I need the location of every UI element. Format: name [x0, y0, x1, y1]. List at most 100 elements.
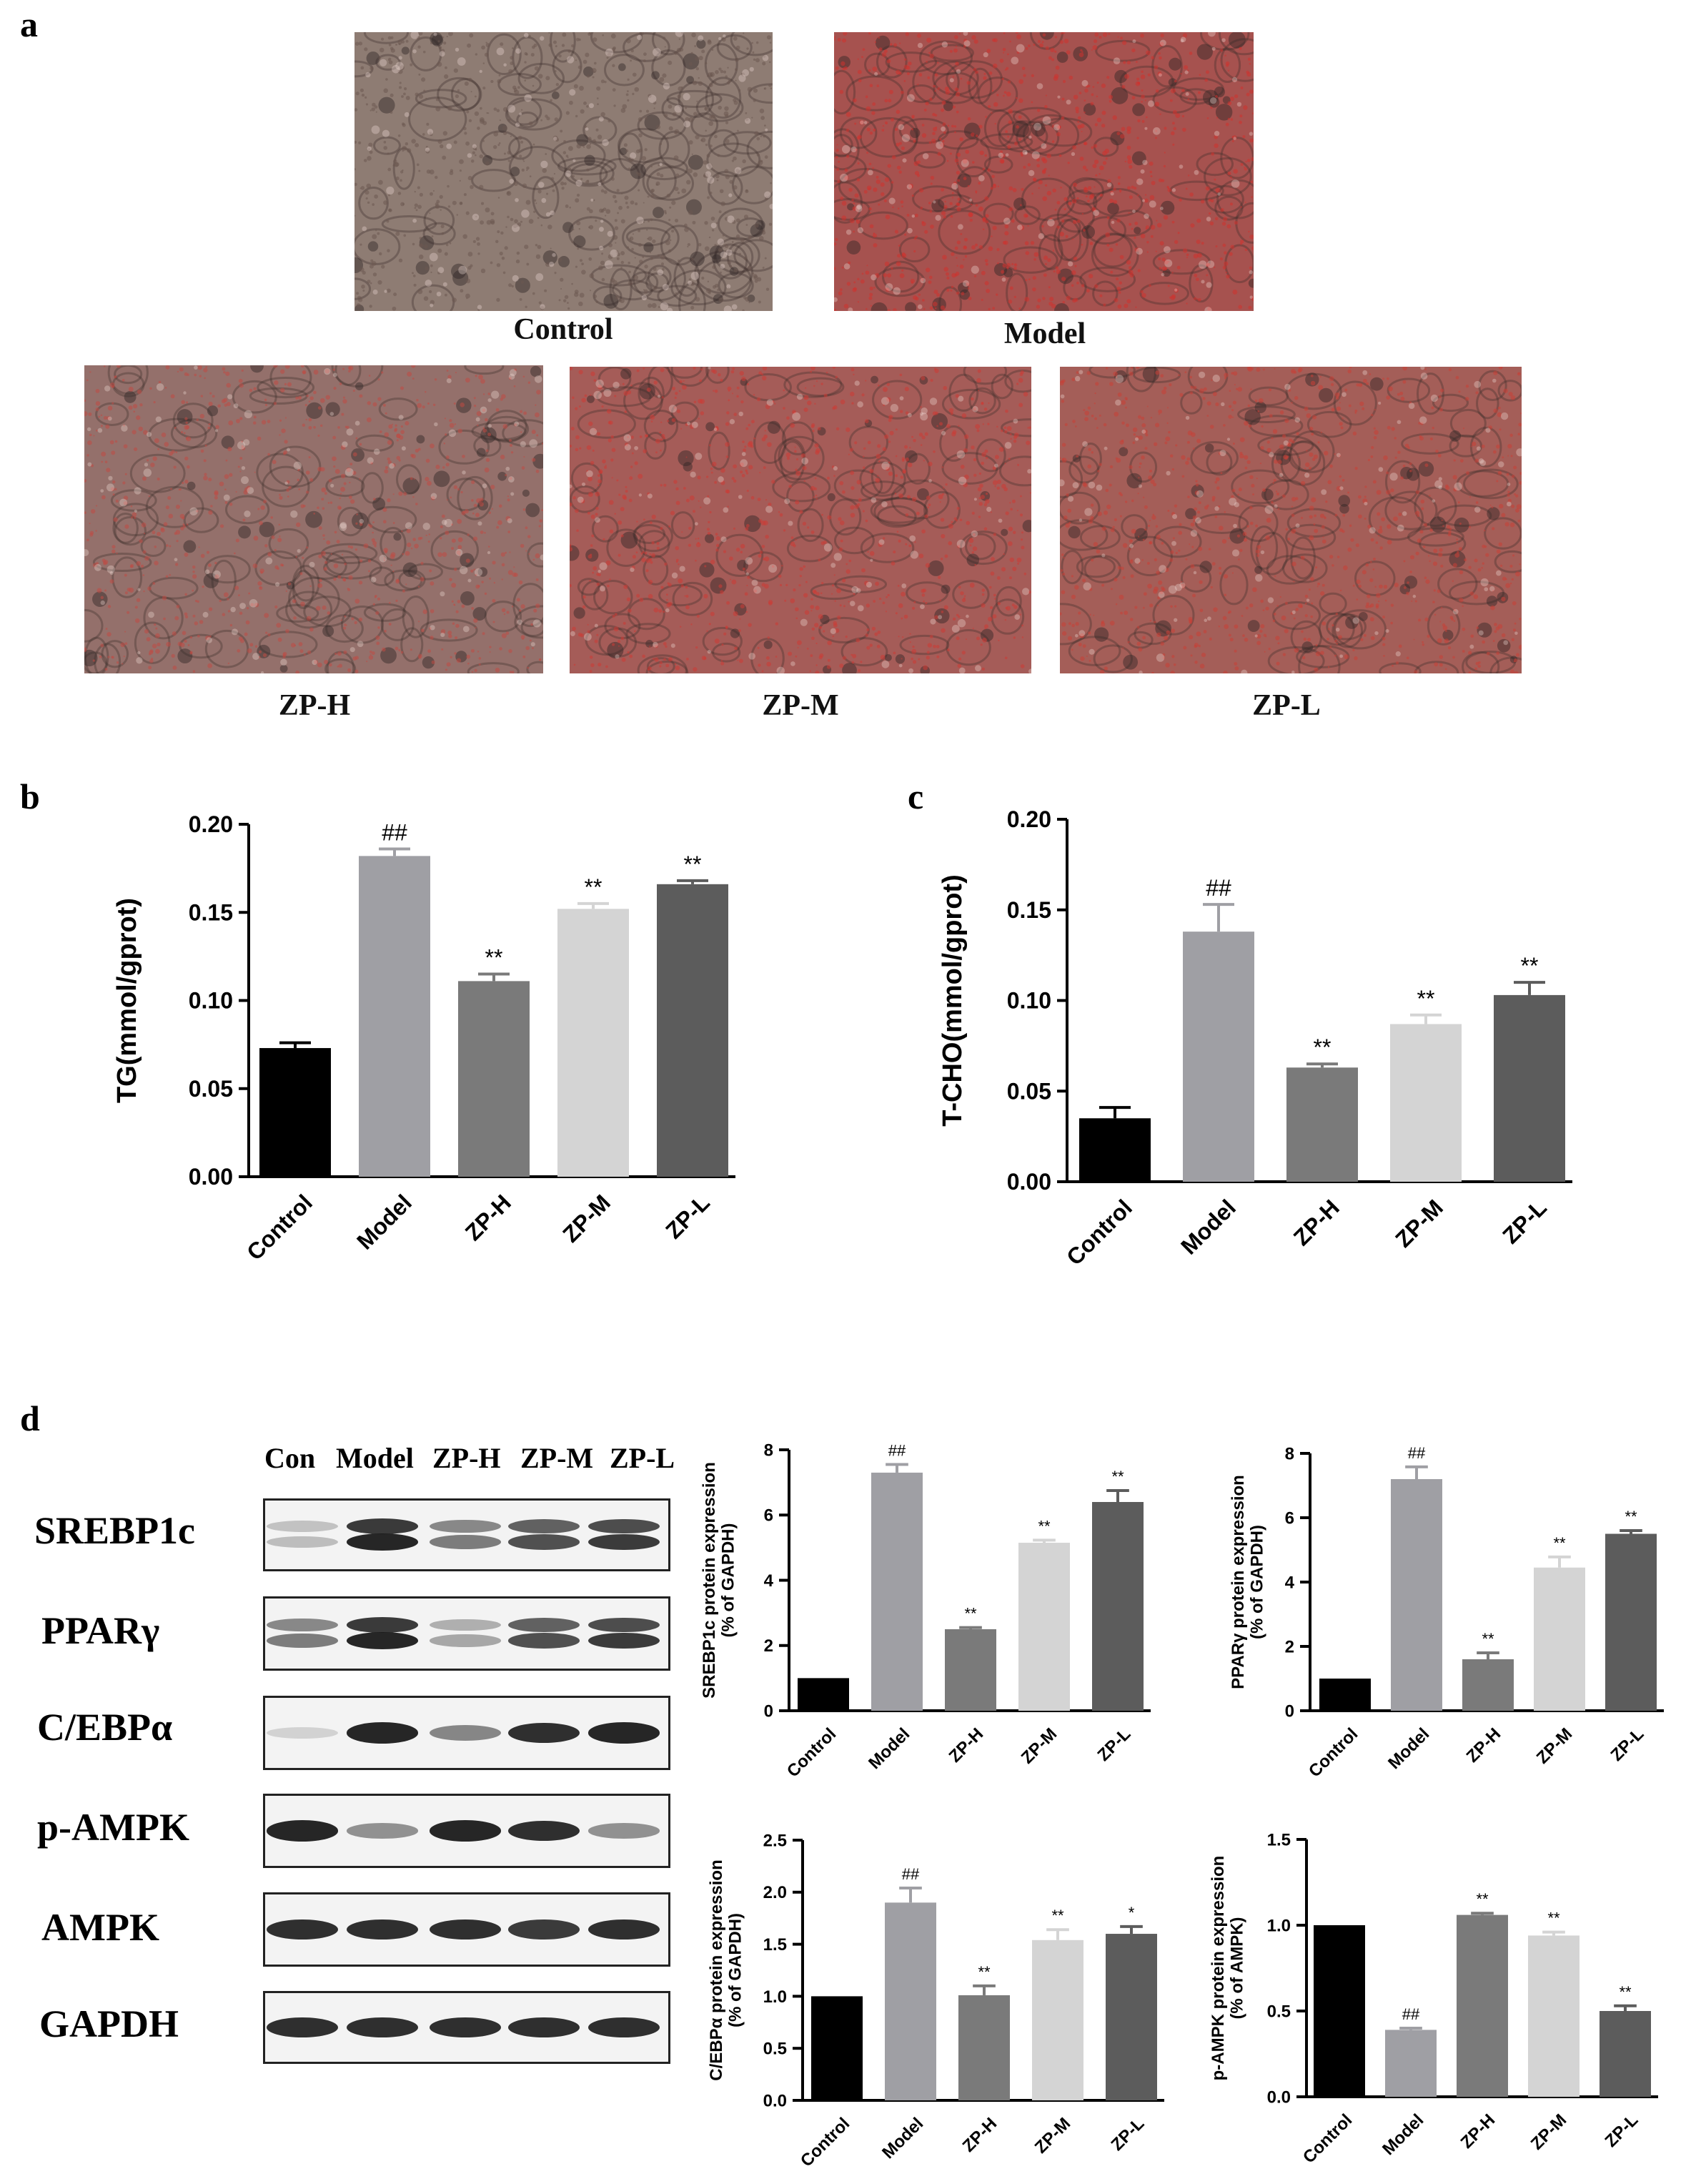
blot-band [347, 1617, 418, 1633]
blot-band [430, 1535, 501, 1549]
blot-strip-srebp1c [263, 1498, 670, 1571]
bar [1314, 1925, 1365, 2097]
y-tick-label: 0.00 [1007, 1169, 1051, 1195]
significance-label: ** [964, 1605, 977, 1623]
y-tick-label: 1.5 [1267, 1830, 1291, 1849]
blot-band [430, 1725, 501, 1741]
y-tick-label: 0.05 [1007, 1078, 1051, 1104]
x-tick-label: ZP-H [1457, 2110, 1499, 2153]
protein-label-ampk: AMPK [41, 1906, 159, 1949]
significance-label: ** [978, 1963, 991, 1981]
bar [1600, 2011, 1651, 2097]
y-tick-label: 2 [1285, 1637, 1294, 1656]
significance-label: ## [1402, 2005, 1420, 2023]
bar [359, 856, 430, 1177]
blot-band [508, 2017, 580, 2038]
bar [1534, 1567, 1585, 1711]
y-tick-label: 8 [1285, 1444, 1294, 1463]
y-tick-label: 0.10 [1007, 988, 1051, 1014]
significance-label: ** [585, 874, 602, 900]
blot-lane-label: ZP-M [520, 1442, 594, 1474]
panel-letter-b: b [20, 776, 40, 816]
blot-band [508, 1919, 580, 1940]
y-tick-label: 0.20 [1007, 806, 1051, 832]
y-axis-label: p-AMPK protein expression [1209, 1856, 1228, 2081]
blot-band [267, 1521, 338, 1532]
protein-label-gapdh: GAPDH [39, 2002, 179, 2045]
blot-band [267, 1820, 338, 1842]
bar [1286, 1067, 1358, 1182]
blot-strip-ppar-gamma [263, 1596, 670, 1671]
bar [1106, 1934, 1157, 2100]
y-tick-label: 0.5 [1267, 2002, 1291, 2021]
significance-label: ** [1521, 953, 1539, 979]
y-tick-label: 0.15 [1007, 897, 1051, 923]
blot-band [508, 1722, 580, 1744]
blot-strip-cebp-alpha [263, 1696, 670, 1770]
bar [885, 1902, 936, 2100]
significance-label: ** [1547, 1909, 1560, 1927]
significance-label: ** [684, 851, 702, 877]
x-tick-label: Model [1379, 2110, 1427, 2159]
y-axis-label: C/EBPα protein expression [707, 1859, 726, 2081]
y-axis-label: (% of GAPDH) [718, 1523, 738, 1638]
blot-band [347, 1722, 418, 1744]
micrograph-control [354, 32, 773, 311]
bar [1391, 1479, 1442, 1711]
y-tick-label: 2 [764, 1636, 773, 1656]
blot-band [267, 1536, 338, 1548]
micrograph-model [834, 32, 1254, 311]
y-tick-label: 2.5 [763, 1831, 787, 1850]
significance-label: ** [1619, 1983, 1632, 2001]
micrograph-zp-l [1060, 367, 1522, 673]
blot-lane-label: Model [336, 1442, 414, 1474]
bar [259, 1048, 331, 1177]
blot-band [588, 1919, 660, 1940]
blot-strip-ampk [263, 1892, 670, 1967]
y-axis-label: (% of GAPDH) [1247, 1525, 1266, 1639]
blot-band [430, 1634, 501, 1647]
blot-band [588, 1722, 660, 1744]
bar [1319, 1679, 1371, 1711]
significance-label: ## [1206, 875, 1231, 901]
blot-band [267, 1919, 338, 1940]
significance-label: * [1129, 1904, 1135, 1922]
bar [958, 1995, 1010, 2100]
blot-band [267, 1618, 338, 1632]
bar [1385, 2030, 1437, 2097]
y-tick-label: 4 [764, 1571, 774, 1591]
protein-label-p-ampk: p-AMPK [37, 1806, 189, 1849]
blot-band [347, 1533, 418, 1551]
significance-label: ## [1408, 1444, 1426, 1462]
significance-label: ## [888, 1442, 906, 1460]
y-tick-label: 6 [1285, 1508, 1294, 1528]
bar [1494, 994, 1565, 1182]
y-tick-label: 0.15 [189, 899, 233, 925]
significance-label: ** [1476, 1890, 1489, 1908]
blot-band [508, 1519, 580, 1533]
y-tick-label: 0.05 [189, 1076, 233, 1102]
blot-lane-label: Con [264, 1442, 316, 1474]
significance-label: ** [1417, 986, 1435, 1012]
x-tick-label: ZP-M [1527, 2110, 1571, 2154]
y-tick-label: 0.10 [189, 988, 233, 1014]
significance-label: ** [1625, 1508, 1637, 1526]
micrograph-zp-h [84, 365, 543, 673]
blot-band [588, 2017, 660, 2038]
bar [557, 909, 629, 1177]
chart-tcho: 0.000.050.100.150.20T-CHO(mmol/gprot)Con… [938, 806, 1572, 1270]
y-tick-label: 6 [764, 1506, 773, 1526]
y-axis-label: T-CHO(mmol/gprot) [938, 874, 968, 1127]
bar [798, 1678, 849, 1711]
blot-band [508, 1618, 580, 1632]
protein-label-srebp1c: SREBP1c [34, 1509, 196, 1552]
bar [1032, 1940, 1083, 2100]
blot-band [267, 1726, 338, 1739]
bar [871, 1472, 923, 1711]
significance-label: ## [902, 1865, 920, 1883]
panel-letter-a: a [20, 4, 38, 44]
micrograph-label-zp-l: ZP-L [1252, 689, 1321, 722]
